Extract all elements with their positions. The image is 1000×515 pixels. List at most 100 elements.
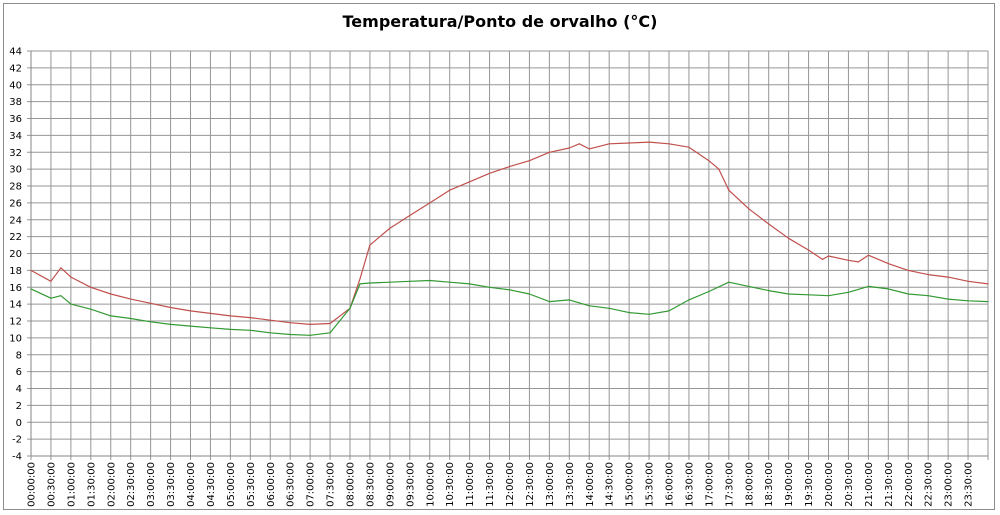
- x-tick-label: 20:00:00: [824, 462, 835, 507]
- x-tick-label: 14:30:00: [605, 462, 616, 507]
- data-point: [987, 300, 989, 303]
- x-tick-label: 22:30:00: [924, 462, 935, 507]
- data-point: [488, 172, 491, 174]
- data-point: [548, 151, 550, 153]
- y-tick-label: 22: [9, 232, 22, 243]
- y-tick-label: 30: [9, 165, 22, 176]
- data-point: [209, 327, 212, 329]
- data-point: [688, 146, 690, 148]
- x-tick-label: 19:30:00: [804, 462, 815, 507]
- data-point: [967, 280, 969, 282]
- x-tick-label: 13:30:00: [565, 462, 576, 507]
- data-point: [807, 294, 810, 296]
- data-point: [359, 278, 361, 280]
- x-tick-label: 21:30:00: [884, 462, 895, 507]
- y-tick-label: 28: [9, 182, 22, 193]
- y-tick-label: 18: [9, 266, 22, 277]
- y-tick-label: 6: [16, 367, 22, 378]
- data-point: [449, 281, 451, 283]
- y-tick-label: 42: [9, 63, 22, 74]
- data-point: [389, 227, 391, 229]
- data-point: [528, 160, 531, 162]
- data-point: [30, 269, 32, 271]
- x-tick-label: 13:00:00: [545, 462, 556, 507]
- data-point: [668, 143, 670, 145]
- data-point: [130, 317, 132, 320]
- data-point: [708, 160, 710, 162]
- data-point: [60, 295, 62, 297]
- x-tick-label: 10:00:00: [425, 462, 436, 507]
- x-tick-label: 00:30:00: [46, 462, 57, 507]
- data-point: [289, 322, 291, 324]
- data-point: [329, 322, 331, 325]
- x-tick-label: 04:30:00: [206, 462, 217, 507]
- x-tick-label: 07:30:00: [326, 462, 337, 507]
- data-point: [309, 323, 311, 325]
- data-point: [867, 254, 869, 256]
- y-tick-label: 34: [9, 131, 22, 142]
- data-point: [867, 285, 869, 288]
- data-point: [60, 267, 62, 269]
- y-tick-label: 12: [9, 317, 22, 328]
- x-tick-label: 00:00:00: [27, 462, 38, 507]
- data-point: [887, 288, 889, 290]
- data-point: [907, 269, 909, 271]
- y-tick-label: -2: [12, 435, 22, 446]
- data-point: [947, 276, 949, 278]
- y-tick-label: 8: [16, 350, 22, 361]
- data-point: [209, 312, 212, 315]
- data-point: [548, 300, 550, 303]
- x-tick-label: 09:30:00: [405, 462, 416, 507]
- x-tick-label: 03:00:00: [146, 462, 157, 507]
- data-point: [628, 142, 630, 144]
- x-tick-label: 23:00:00: [944, 462, 955, 507]
- data-point: [568, 147, 570, 149]
- data-point: [189, 325, 192, 327]
- x-tick-label: 17:30:00: [724, 462, 735, 507]
- x-tick-label: 05:30:00: [246, 462, 257, 507]
- data-point: [409, 280, 411, 282]
- data-point: [469, 181, 471, 183]
- x-tick-label: 21:00:00: [864, 462, 875, 507]
- data-point: [249, 329, 251, 331]
- data-point: [169, 323, 172, 325]
- data-point: [748, 208, 750, 210]
- data-point: [429, 202, 431, 204]
- data-point: [927, 295, 929, 297]
- y-tick-label: 44: [9, 47, 22, 58]
- data-point: [229, 328, 231, 331]
- x-tick-label: 06:00:00: [266, 462, 277, 507]
- data-point: [90, 286, 92, 288]
- x-tick-label: 23:30:00: [964, 462, 975, 507]
- data-point: [409, 214, 411, 217]
- x-tick-label: 16:00:00: [665, 462, 676, 507]
- data-point: [249, 317, 251, 319]
- x-tick-label: 22:00:00: [904, 462, 915, 507]
- data-point: [578, 143, 580, 145]
- data-point: [349, 307, 351, 309]
- x-tick-label: 03:30:00: [166, 462, 177, 507]
- data-point: [927, 273, 929, 276]
- x-tick-label: 17:00:00: [704, 462, 715, 507]
- chart-title: Temperatura/Ponto de orvalho (°C): [342, 12, 658, 31]
- data-point: [110, 315, 112, 317]
- data-point: [50, 297, 52, 299]
- x-tick-label: 19:00:00: [784, 462, 795, 507]
- y-tick-label: 38: [9, 97, 22, 108]
- data-point: [827, 295, 830, 297]
- data-point: [50, 280, 52, 282]
- y-tick-label: 32: [9, 148, 22, 159]
- y-tick-label: 4: [16, 384, 22, 395]
- data-point: [229, 315, 231, 317]
- data-point: [608, 143, 610, 145]
- chart-frame: [3, 3, 995, 510]
- data-point: [70, 276, 72, 278]
- y-tick-label: 0: [16, 418, 22, 429]
- data-point: [967, 300, 969, 302]
- x-tick-label: 08:30:00: [365, 462, 376, 507]
- data-point: [728, 189, 730, 191]
- data-point: [748, 285, 750, 288]
- data-point: [488, 286, 491, 288]
- x-tick-label: 18:00:00: [744, 462, 755, 507]
